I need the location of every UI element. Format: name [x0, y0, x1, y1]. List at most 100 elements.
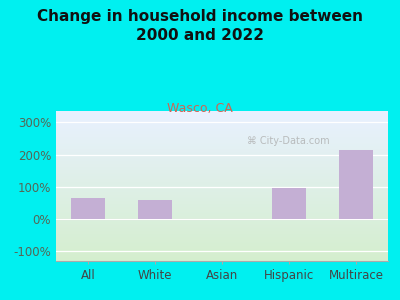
Bar: [56, 180, 388, 182]
Bar: [56, 212, 388, 213]
Bar: [56, 130, 388, 132]
Bar: [56, 240, 388, 242]
Bar: [56, 190, 388, 192]
Bar: [56, 244, 388, 246]
Bar: [56, 111, 388, 112]
Bar: [56, 160, 388, 162]
Bar: [56, 224, 388, 225]
Bar: [56, 204, 388, 206]
Bar: [56, 147, 388, 148]
Bar: [56, 118, 388, 120]
Bar: [56, 208, 388, 210]
Bar: [56, 198, 388, 200]
Bar: [56, 146, 388, 147]
Bar: [56, 236, 388, 237]
Bar: [138, 200, 172, 219]
Bar: [56, 123, 388, 124]
Bar: [56, 254, 388, 255]
Bar: [56, 148, 388, 150]
Bar: [56, 225, 388, 226]
Bar: [56, 230, 388, 231]
Bar: [71, 198, 105, 219]
Bar: [339, 150, 373, 219]
Bar: [56, 152, 388, 153]
Bar: [56, 194, 388, 195]
Bar: [56, 189, 388, 190]
Bar: [56, 200, 388, 201]
Bar: [56, 154, 388, 156]
Bar: [56, 167, 388, 168]
Bar: [56, 165, 388, 166]
Bar: [56, 222, 388, 224]
Bar: [56, 182, 388, 183]
Bar: [56, 142, 388, 144]
Bar: [56, 195, 388, 196]
Bar: [56, 169, 388, 171]
Bar: [56, 250, 388, 252]
Bar: [56, 260, 388, 261]
Text: Change in household income between
2000 and 2022: Change in household income between 2000 …: [37, 9, 363, 43]
Bar: [56, 124, 388, 126]
Bar: [56, 128, 388, 129]
Bar: [56, 206, 388, 207]
Bar: [56, 184, 388, 186]
Bar: [56, 141, 388, 142]
Bar: [56, 112, 388, 114]
Bar: [56, 135, 388, 136]
Bar: [56, 120, 388, 122]
Bar: [56, 218, 388, 219]
Bar: [56, 159, 388, 160]
Bar: [56, 177, 388, 178]
Bar: [56, 238, 388, 240]
Bar: [56, 219, 388, 220]
Bar: [56, 153, 388, 154]
Bar: [56, 252, 388, 254]
Bar: [56, 258, 388, 260]
Bar: [56, 136, 388, 138]
Bar: [56, 168, 388, 170]
Bar: [56, 255, 388, 256]
Bar: [56, 234, 388, 236]
Bar: [56, 138, 388, 140]
Bar: [272, 188, 306, 219]
Bar: [56, 202, 388, 204]
Bar: [56, 226, 388, 228]
Bar: [56, 186, 388, 188]
Bar: [56, 156, 388, 158]
Bar: [56, 183, 388, 184]
Bar: [56, 201, 388, 202]
Bar: [56, 144, 388, 146]
Text: Wasco, CA: Wasco, CA: [167, 102, 233, 115]
Bar: [56, 231, 388, 232]
Text: ⌘ City-Data.com: ⌘ City-Data.com: [247, 136, 330, 146]
Bar: [56, 242, 388, 243]
Bar: [56, 150, 388, 152]
Bar: [56, 246, 388, 247]
Bar: [56, 126, 388, 128]
Bar: [56, 171, 388, 172]
Bar: [56, 158, 388, 159]
Bar: [56, 164, 388, 165]
Bar: [56, 172, 388, 174]
Bar: [56, 192, 388, 194]
Bar: [56, 117, 388, 118]
Bar: [56, 196, 388, 198]
Bar: [56, 228, 388, 230]
Bar: [56, 162, 388, 164]
Bar: [56, 256, 388, 258]
Bar: [56, 220, 388, 222]
Bar: [56, 249, 388, 250]
Bar: [56, 132, 388, 134]
Bar: [56, 114, 388, 116]
Bar: [56, 176, 388, 177]
Bar: [56, 140, 388, 141]
Bar: [56, 188, 388, 189]
Bar: [56, 178, 388, 180]
Bar: [56, 174, 388, 176]
Bar: [56, 232, 388, 234]
Bar: [56, 210, 388, 212]
Bar: [56, 134, 388, 135]
Bar: [56, 214, 388, 216]
Bar: [56, 122, 388, 123]
Bar: [56, 248, 388, 249]
